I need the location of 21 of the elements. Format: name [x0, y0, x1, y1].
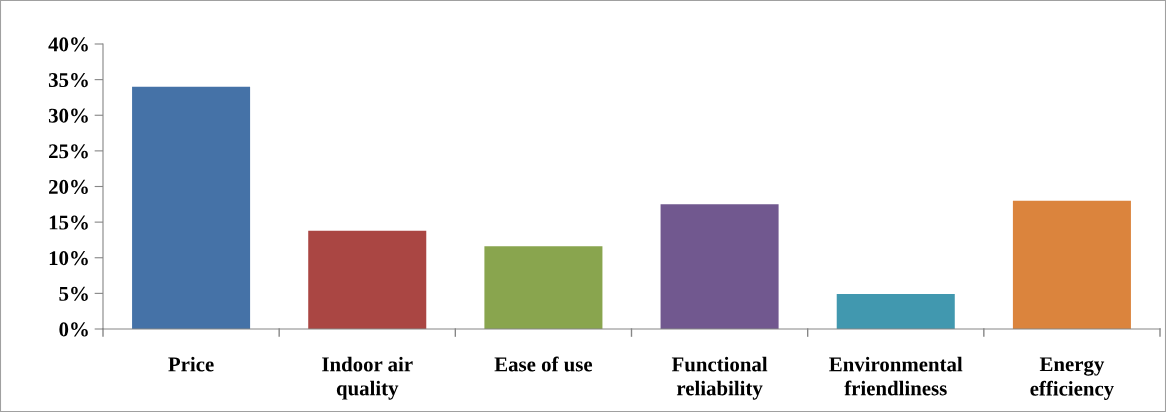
- y-tick-label: 15%: [49, 215, 88, 230]
- y-tick-label: 0%: [59, 322, 88, 337]
- x-tick-label: Price: [168, 356, 214, 372]
- x-tick-label: Energy efficiency: [1030, 357, 1114, 400]
- y-tick-label: 40%: [48, 37, 88, 52]
- x-tick-label: Indoor air quality: [322, 356, 413, 400]
- bar: [1012, 200, 1131, 329]
- y-tick-label: 20%: [49, 179, 88, 194]
- bar: [484, 246, 603, 329]
- x-tick-label: Ease of use: [494, 356, 593, 372]
- y-tick-label: 5%: [59, 286, 88, 301]
- bar: [660, 204, 779, 329]
- x-tick-label: Environmental friendliness: [829, 356, 963, 396]
- bar: [132, 86, 251, 329]
- y-tick-label: 35%: [48, 73, 88, 88]
- x-tick-label: Functional reliability: [671, 356, 768, 400]
- y-tick-label: 30%: [48, 108, 88, 123]
- y-tick-label: 10%: [49, 251, 88, 266]
- bar: [308, 230, 427, 329]
- bar: [836, 294, 955, 329]
- y-tick-label: 25%: [49, 144, 88, 159]
